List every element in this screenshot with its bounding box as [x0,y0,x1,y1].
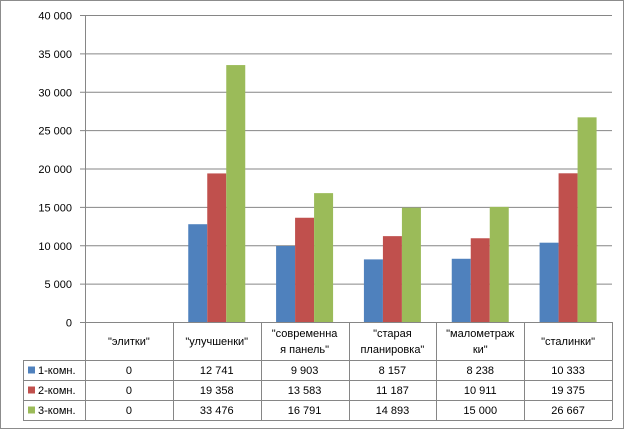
category-label: ки" [473,344,488,356]
category-label: планировка" [360,344,424,356]
data-label: 8 157 [379,365,407,377]
data-label: 14 893 [376,405,410,417]
bar [226,65,246,322]
bar [188,224,208,322]
bar [295,217,315,322]
bar [207,173,227,322]
legend-key [28,386,35,394]
data-label: 19 358 [200,385,234,397]
data-label: 9 903 [291,365,319,377]
data-label: 0 [126,405,132,417]
bar [470,238,490,322]
series-name: 3-комн. [38,405,76,417]
data-label: 13 583 [288,385,322,397]
category-label: "малометраж [446,328,515,340]
category-label: "сталинки" [541,336,595,348]
bar [451,258,471,322]
y-tick-label: 20 000 [38,164,72,176]
bar [382,236,402,322]
y-tick-label: 5 000 [44,279,72,291]
data-label: 8 238 [466,365,494,377]
bar [539,242,559,322]
y-tick-label: 15 000 [38,202,72,214]
category-label: "улучшенки" [185,336,248,348]
category-label: "современна [272,328,339,340]
y-tick-label: 10 000 [38,241,72,253]
category-label: я панель" [280,344,329,356]
bar [401,207,421,322]
y-tick-label: 0 [66,318,72,330]
y-tick-label: 25 000 [38,126,72,138]
y-tick-label: 30 000 [38,87,72,99]
data-label: 0 [126,385,132,397]
data-label: 26 667 [551,405,585,417]
data-label: 11 187 [376,385,409,397]
data-label: 0 [126,365,132,377]
data-label: 10 911 [464,385,497,397]
data-label: 10 333 [551,365,585,377]
bar [314,193,334,322]
data-label: 15 000 [463,405,497,417]
category-label: "старая [373,328,412,340]
data-label: 19 375 [551,385,585,397]
bar [363,259,383,322]
data-label: 12 741 [200,365,234,377]
y-tick-label: 35 000 [38,49,72,61]
series-name: 2-комн. [38,385,76,397]
category-label: "элитки" [108,336,150,348]
series-name: 1-комн. [38,365,76,377]
bar [577,117,597,322]
legend-key [28,366,35,374]
bar [489,206,509,322]
y-tick-label: 40 000 [38,11,72,23]
data-label: 16 791 [288,405,322,417]
bar [558,173,578,322]
data-label: 33 476 [200,405,234,417]
bar [276,245,296,322]
legend-key [28,406,35,414]
